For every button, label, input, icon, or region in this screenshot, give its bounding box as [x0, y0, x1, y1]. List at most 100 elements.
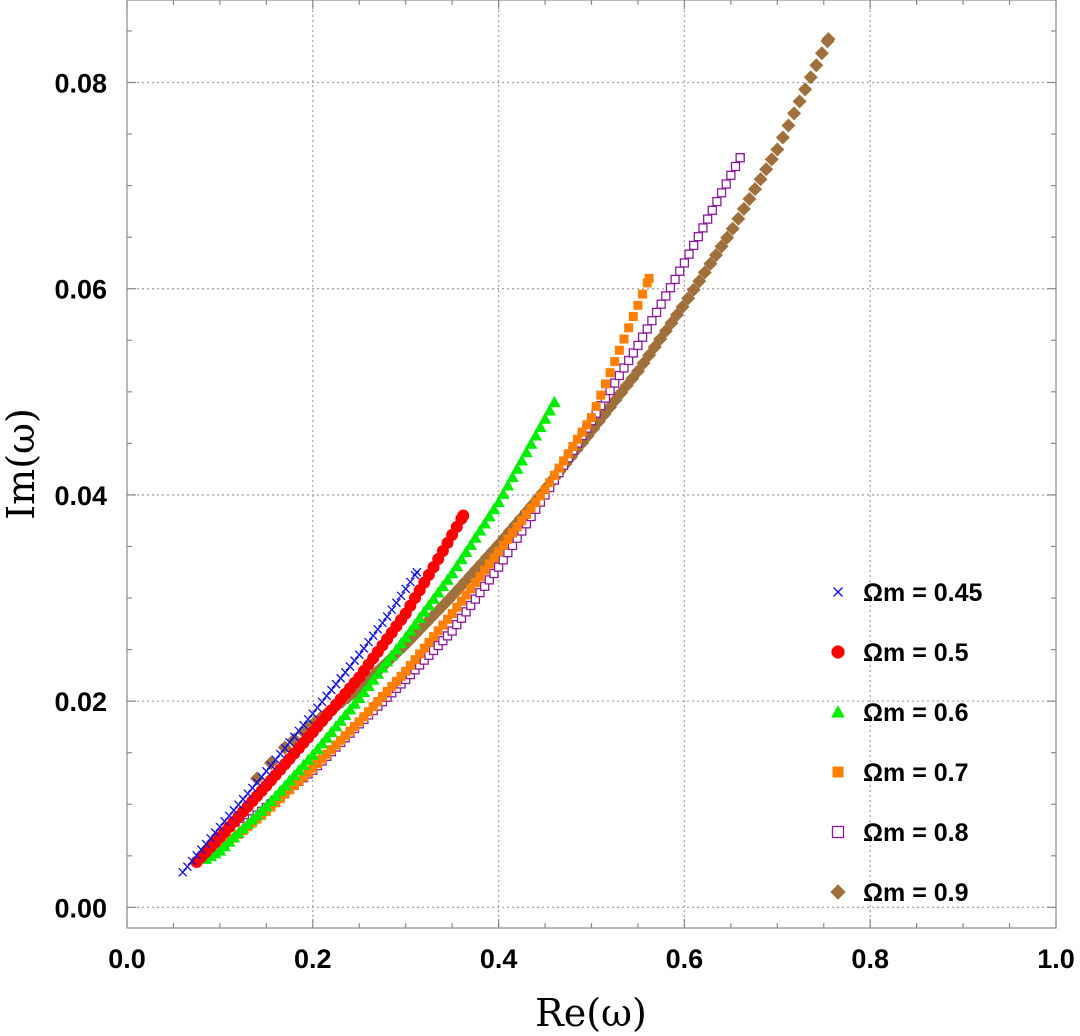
series-1-point	[340, 667, 350, 677]
series-1-point	[210, 828, 220, 838]
series-4-point	[494, 547, 504, 557]
series-3-point	[334, 714, 347, 726]
series-6-point	[714, 239, 729, 254]
x-tick-label: 1.0	[1037, 944, 1075, 974]
series-3-point	[343, 703, 357, 715]
series-3-point	[357, 685, 371, 697]
series-4-point	[340, 731, 350, 741]
series-3-point	[394, 637, 408, 649]
legend-marker	[832, 766, 844, 778]
series-3-point	[529, 429, 543, 441]
series-1-point	[299, 720, 308, 730]
series-1	[178, 567, 422, 877]
series-6-point	[787, 106, 802, 121]
series-3	[199, 395, 561, 864]
series-3-point	[445, 567, 459, 579]
x-tick-label: 0.6	[666, 944, 704, 974]
series-6-point	[692, 274, 707, 289]
series-6-point	[708, 248, 723, 263]
series-1-point	[247, 783, 257, 793]
series-4-point	[461, 590, 471, 600]
series-3-point	[320, 731, 333, 743]
series-4-point	[466, 584, 476, 594]
series-3-point	[404, 624, 417, 636]
series-4-point	[456, 596, 466, 606]
series-3-point	[311, 742, 324, 755]
series-1-point	[215, 822, 225, 832]
series-5-point	[689, 240, 699, 251]
series-3-point	[548, 395, 561, 408]
series-4-point	[563, 449, 573, 459]
series-3-point	[492, 495, 505, 508]
series-3-point	[418, 605, 431, 617]
series-4-point	[484, 559, 494, 569]
series-4-point	[619, 334, 629, 344]
series-5-point	[661, 291, 671, 301]
legend-label: Ωm = 0.7	[863, 759, 969, 787]
series-3-point	[501, 479, 515, 491]
series-1-point	[308, 709, 318, 718]
series-4-point	[331, 740, 341, 750]
series-3-point	[538, 412, 552, 424]
series-4-point	[577, 427, 587, 437]
series-6-point	[821, 32, 836, 47]
series-1-point	[364, 637, 373, 647]
series-5-point	[712, 196, 722, 207]
series-4-point	[377, 692, 387, 702]
series-3-point	[427, 592, 440, 604]
series-5-point	[721, 179, 731, 189]
legend-item: Ωm = 0.5	[831, 639, 969, 667]
series-1-point	[224, 811, 234, 821]
series-3-point	[534, 420, 547, 433]
series-5-point	[679, 258, 690, 268]
series-4-point	[401, 666, 411, 676]
series-3-point	[399, 630, 412, 643]
series-1-point	[257, 772, 267, 782]
series-1-point	[354, 650, 364, 660]
series-1-point	[196, 845, 206, 855]
series-4-point	[549, 470, 559, 480]
series-4-point	[498, 540, 508, 550]
series-4-point	[396, 671, 406, 681]
legend-label: Ωm = 0.5	[863, 639, 969, 667]
series-5-point	[610, 378, 620, 388]
series-5-point	[693, 231, 703, 242]
series-1-point	[331, 679, 341, 689]
series-3-point	[325, 725, 338, 738]
series-5-point	[716, 188, 727, 198]
series-4-point	[573, 434, 583, 444]
series-4-point	[443, 614, 453, 624]
series-5-point	[624, 355, 634, 366]
series-6-point	[731, 211, 746, 226]
series-4-point	[638, 289, 648, 299]
series-1-point	[192, 850, 202, 860]
series-3-point	[487, 503, 501, 515]
series-3-point	[380, 655, 394, 667]
series-5-point	[707, 205, 717, 215]
series-4-point	[628, 312, 638, 322]
series-3-point	[436, 579, 450, 592]
series-1-point	[182, 862, 192, 872]
series-3-point	[473, 524, 487, 536]
series-5-point	[665, 283, 676, 293]
x-axis-tick-labels: 0.0 0.2 0.4 0.6 0.8 1.0	[108, 944, 1075, 974]
series-1-point	[391, 598, 401, 608]
series-6-point	[675, 299, 690, 314]
series-4-point	[308, 763, 318, 773]
series-4-point	[368, 702, 378, 712]
y-tick-label: 0.02	[54, 687, 107, 717]
series-4-point	[391, 676, 401, 686]
series-4-point	[452, 602, 462, 612]
y-tick-label: 0.08	[54, 68, 107, 98]
y-tick-label: 0.06	[54, 275, 107, 305]
series-3-point	[385, 649, 399, 661]
series-4-point	[336, 735, 346, 745]
legend-label: Ωm = 0.45	[863, 579, 983, 607]
series-4-point	[521, 510, 531, 520]
y-axis-tick-labels: 0.00 0.02 0.04 0.06 0.08	[54, 68, 107, 923]
series-5-point	[614, 370, 625, 381]
series-6-point	[770, 142, 785, 157]
series-1-point	[326, 685, 336, 695]
series-1-point	[275, 749, 285, 759]
series-5-point	[628, 348, 638, 358]
